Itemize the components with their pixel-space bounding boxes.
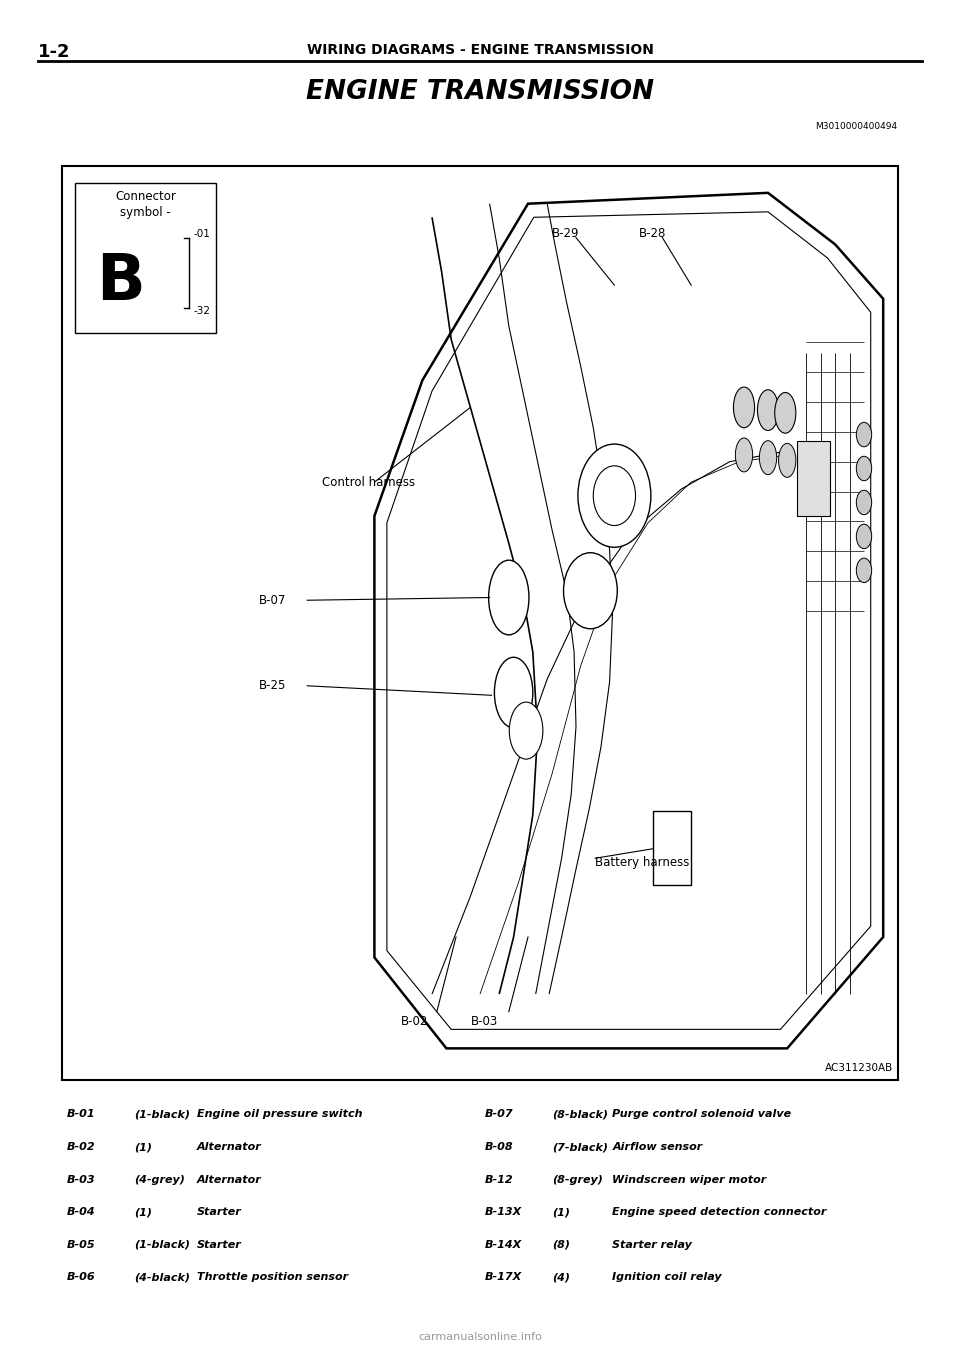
Text: B-13X: B-13X <box>485 1207 522 1217</box>
Text: -01: -01 <box>194 228 211 239</box>
Text: B-14X: B-14X <box>485 1240 522 1249</box>
Ellipse shape <box>489 559 529 636</box>
PathPatch shape <box>374 193 883 1048</box>
Text: AC311230AB: AC311230AB <box>825 1063 893 1073</box>
Text: ENGINE TRANSMISSION: ENGINE TRANSMISSION <box>306 79 654 105</box>
Ellipse shape <box>856 456 872 481</box>
Text: Windscreen wiper motor: Windscreen wiper motor <box>612 1175 767 1184</box>
Text: Airflow sensor: Airflow sensor <box>612 1142 703 1152</box>
Ellipse shape <box>494 657 533 728</box>
Text: B-25: B-25 <box>259 679 287 693</box>
Bar <box>62 166 898 1080</box>
Text: (8-black): (8-black) <box>552 1109 608 1119</box>
Text: (1): (1) <box>552 1207 570 1217</box>
Text: Ignition coil relay: Ignition coil relay <box>612 1272 722 1282</box>
Text: B: B <box>96 251 145 314</box>
Text: B-06: B-06 <box>67 1272 96 1282</box>
Ellipse shape <box>856 490 872 515</box>
Ellipse shape <box>856 524 872 549</box>
Text: Engine speed detection connector: Engine speed detection connector <box>612 1207 827 1217</box>
Text: (1): (1) <box>134 1142 153 1152</box>
Text: B-07: B-07 <box>259 593 287 607</box>
Circle shape <box>593 466 636 526</box>
Ellipse shape <box>856 558 872 583</box>
Ellipse shape <box>779 443 796 478</box>
Text: Starter: Starter <box>197 1240 242 1249</box>
Text: (4-black): (4-black) <box>134 1272 190 1282</box>
Ellipse shape <box>733 387 755 428</box>
Circle shape <box>564 553 617 629</box>
Text: (8): (8) <box>552 1240 570 1249</box>
Text: -32: -32 <box>194 306 211 316</box>
Text: (1-black): (1-black) <box>134 1109 190 1119</box>
Text: (4): (4) <box>552 1272 570 1282</box>
Text: B-08: B-08 <box>485 1142 514 1152</box>
Text: (1): (1) <box>134 1207 153 1217</box>
Text: (4-grey): (4-grey) <box>134 1175 185 1184</box>
Text: Battery harness: Battery harness <box>595 856 689 869</box>
Text: (1-black): (1-black) <box>134 1240 190 1249</box>
Text: Connector
symbol -: Connector symbol - <box>115 190 176 219</box>
Text: B-02: B-02 <box>401 1014 429 1028</box>
Text: Alternator: Alternator <box>197 1142 261 1152</box>
Text: B-07: B-07 <box>485 1109 514 1119</box>
Ellipse shape <box>856 422 872 447</box>
Text: M3010000400494: M3010000400494 <box>815 122 898 132</box>
Text: B-12: B-12 <box>485 1175 514 1184</box>
Ellipse shape <box>775 392 796 433</box>
Text: Throttle position sensor: Throttle position sensor <box>197 1272 348 1282</box>
Ellipse shape <box>735 437 753 473</box>
Bar <box>797 441 830 516</box>
Text: B-05: B-05 <box>67 1240 96 1249</box>
Ellipse shape <box>759 440 777 475</box>
Text: (8-grey): (8-grey) <box>552 1175 603 1184</box>
Text: B-03: B-03 <box>470 1014 497 1028</box>
Ellipse shape <box>757 390 779 430</box>
Text: B-02: B-02 <box>67 1142 96 1152</box>
Text: 1-2: 1-2 <box>38 43 71 61</box>
Text: B-04: B-04 <box>67 1207 96 1217</box>
Bar <box>75 183 216 333</box>
Text: B-29: B-29 <box>552 227 580 240</box>
Bar <box>653 811 691 885</box>
Text: B-28: B-28 <box>638 227 666 240</box>
Text: B-17X: B-17X <box>485 1272 522 1282</box>
Text: B-01: B-01 <box>67 1109 96 1119</box>
Text: (7-black): (7-black) <box>552 1142 608 1152</box>
Text: Control harness: Control harness <box>322 475 415 489</box>
Text: carmanualsonline.info: carmanualsonline.info <box>418 1332 542 1342</box>
Ellipse shape <box>509 702 543 759</box>
Text: Alternator: Alternator <box>197 1175 261 1184</box>
Text: Purge control solenoid valve: Purge control solenoid valve <box>612 1109 792 1119</box>
Text: Starter: Starter <box>197 1207 242 1217</box>
Text: B-03: B-03 <box>67 1175 96 1184</box>
Text: Engine oil pressure switch: Engine oil pressure switch <box>197 1109 362 1119</box>
Text: WIRING DIAGRAMS - ENGINE TRANSMISSION: WIRING DIAGRAMS - ENGINE TRANSMISSION <box>306 43 654 57</box>
Circle shape <box>578 444 651 547</box>
Text: Starter relay: Starter relay <box>612 1240 692 1249</box>
